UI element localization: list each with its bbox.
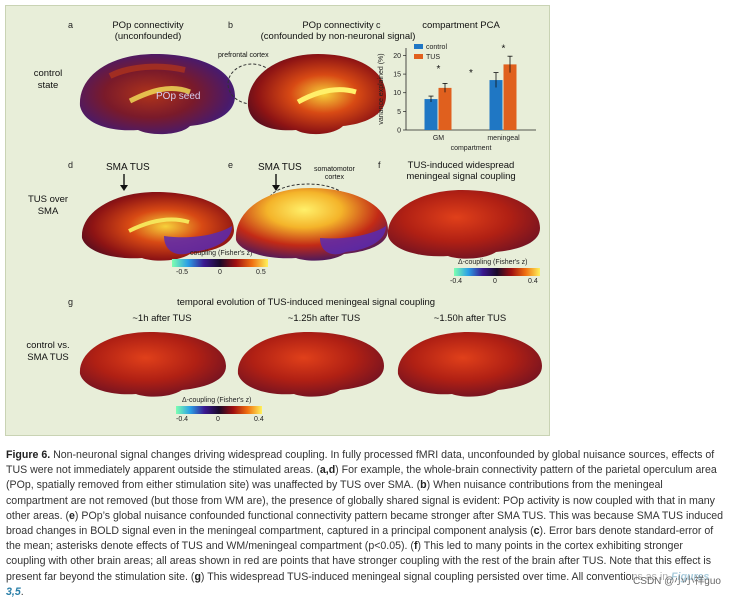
panel-a-title: POp connectivity (unconfounded) <box>88 20 208 42</box>
colorbar-delta-f-tick-max: 0.4 <box>528 278 538 285</box>
brain-map-g-3 <box>397 332 542 397</box>
somatomotor-label: somatomotor cortex <box>314 166 355 182</box>
caption-ref-f: f <box>413 540 418 553</box>
bar-TUS-GM <box>438 87 452 130</box>
panel-e-arrow-label: SMA TUS <box>258 162 302 173</box>
colorbar-delta-f <box>454 268 540 276</box>
colorbar-delta-f-tick-zero: 0 <box>493 278 497 285</box>
brain-map-e <box>235 183 388 261</box>
watermark: CSDN @小小祥guo <box>633 572 721 587</box>
x-axis-label: compartment <box>451 145 492 152</box>
caption-text-8: . <box>20 585 24 598</box>
row-label-tus: TUS over SMA <box>27 194 69 217</box>
caption-ref-c: c <box>533 525 540 538</box>
caption-ref-g: g <box>194 570 201 583</box>
bar-control-GM <box>424 99 438 130</box>
somatomotor-label-line2: cortex <box>324 174 344 181</box>
panel-letter-g: g <box>68 297 74 307</box>
panel-letter-c: c <box>376 20 381 30</box>
chart-title: compartment PCA <box>422 20 500 31</box>
brain-map-d <box>81 192 235 261</box>
brain-map-a <box>79 54 235 135</box>
row-label-comparison: control vs. SMA TUS <box>26 340 70 363</box>
down-arrow-icon <box>120 174 128 191</box>
colorbar-delta-g-tick-min: -0.4 <box>176 416 189 423</box>
caption-label: Figure 6. <box>6 449 51 461</box>
panel-f-title-line2: meningeal signal coupling <box>406 171 516 182</box>
colorbar-delta-g <box>176 406 262 414</box>
caption-text-2: ) For example, the whole-brain connectiv… <box>6 464 717 492</box>
y-tick-label: 20 <box>393 53 401 60</box>
legend-label-control: control <box>426 44 447 51</box>
colorbar-coupling-tick-min: -0.5 <box>176 269 189 276</box>
caption-text-5: ). Error bars denote standard-error of t… <box>6 525 714 553</box>
colorbar-delta-g-tick-max: 0.4 <box>254 416 264 423</box>
colorbar-delta-g-label: Δ-coupling (Fisher's z) <box>182 397 252 404</box>
y-tick-label: 10 <box>393 90 401 97</box>
bar-control-meningeal <box>489 80 503 130</box>
panel-g-time-3: ~1.50h after TUS <box>433 313 507 324</box>
bar-TUS-meningeal <box>503 64 517 130</box>
panel-b-title-line2: (confounded by non-neuronal signal) <box>260 31 416 42</box>
y-tick-label: 15 <box>393 72 401 79</box>
colorbar-delta-f-label: Δ-coupling (Fisher's z) <box>458 259 528 266</box>
colorbar-coupling-label: coupling (Fisher's z) <box>190 250 253 257</box>
colorbar-delta-g-tick-zero: 0 <box>216 416 220 423</box>
caption-text-1: Non-neuronal signal changes driving wide… <box>6 449 715 477</box>
panel-b-title: POp connectivity (confounded by non-neur… <box>238 20 438 42</box>
figure-caption: Figure 6. Non-neuronal signal changes dr… <box>6 448 724 600</box>
brain-map-g-2 <box>237 332 384 397</box>
significance-marker: * <box>437 64 441 75</box>
prefrontal-label: prefrontal cortex <box>218 52 269 59</box>
colorbar-delta-f-tick-min: -0.4 <box>450 278 463 285</box>
caption-text-7: ) This widespread TUS-induced meningeal … <box>200 570 672 583</box>
panel-f-title: TUS-induced widespread meningeal signal … <box>396 160 526 182</box>
colorbar-coupling <box>172 259 268 267</box>
panel-a-title-line2: (unconfounded) <box>114 31 182 42</box>
significance-marker: * <box>502 44 506 55</box>
panel-letter-e: e <box>228 160 234 170</box>
brain-map-b <box>227 54 386 135</box>
panel-g-time-1: ~1h after TUS <box>132 313 192 324</box>
y-tick-label: 0 <box>397 128 401 135</box>
x-tick-label: meningeal <box>487 135 520 142</box>
row-label-control: control state <box>33 68 63 91</box>
somatomotor-label-line1: somatomotor <box>314 166 355 173</box>
pca-bar-chart: 0 5 10 15 20 variance explained (%) GM meningea… <box>378 44 536 152</box>
panel-f-title-line1: TUS-induced widespread <box>407 160 515 171</box>
y-tick-label: 5 <box>397 109 401 116</box>
panel-b-title-line1: POp connectivity <box>302 20 374 31</box>
panel-letter-b: b <box>228 20 234 30</box>
legend-label-TUS: TUS <box>426 54 440 61</box>
colorbar-coupling-tick-zero: 0 <box>218 269 222 276</box>
caption-text-3: ) When nuisance contributions from the m… <box>6 479 715 522</box>
pop-seed-label: POp seed <box>156 91 201 102</box>
x-tick-label: GM <box>433 135 444 142</box>
panel-d-arrow-label: SMA TUS <box>106 162 150 173</box>
figure-panel: control state TUS over SMA control vs. S… <box>5 5 550 436</box>
panel-letter-f: f <box>378 160 381 170</box>
caption-ref-e: e <box>69 509 75 522</box>
down-arrow-icon-e <box>272 174 280 191</box>
significance-marker: * <box>469 68 473 79</box>
caption-text-6: ) This led to many points in the cortex … <box>6 540 712 583</box>
caption-ref-b: b <box>420 479 427 492</box>
panel-g-title: temporal evolution of TUS-induced mening… <box>176 297 436 308</box>
panel-letter-d: d <box>68 160 74 170</box>
panel-a-title-line1: POp connectivity <box>112 20 184 31</box>
legend-swatch-control <box>414 44 423 49</box>
legend-swatch-TUS <box>414 54 423 59</box>
panel-letter-a: a <box>68 20 74 30</box>
brain-map-g-1 <box>79 332 226 397</box>
caption-ref-ad: a,d <box>319 464 336 477</box>
colorbar-coupling-tick-max: 0.5 <box>256 269 266 276</box>
brain-map-f <box>387 190 540 259</box>
panel-g-time-2: ~1.25h after TUS <box>287 313 361 324</box>
y-axis-label: variance explained (%) <box>378 53 385 124</box>
caption-text-4: ) POp’s global nuisance confounded funct… <box>6 509 724 538</box>
